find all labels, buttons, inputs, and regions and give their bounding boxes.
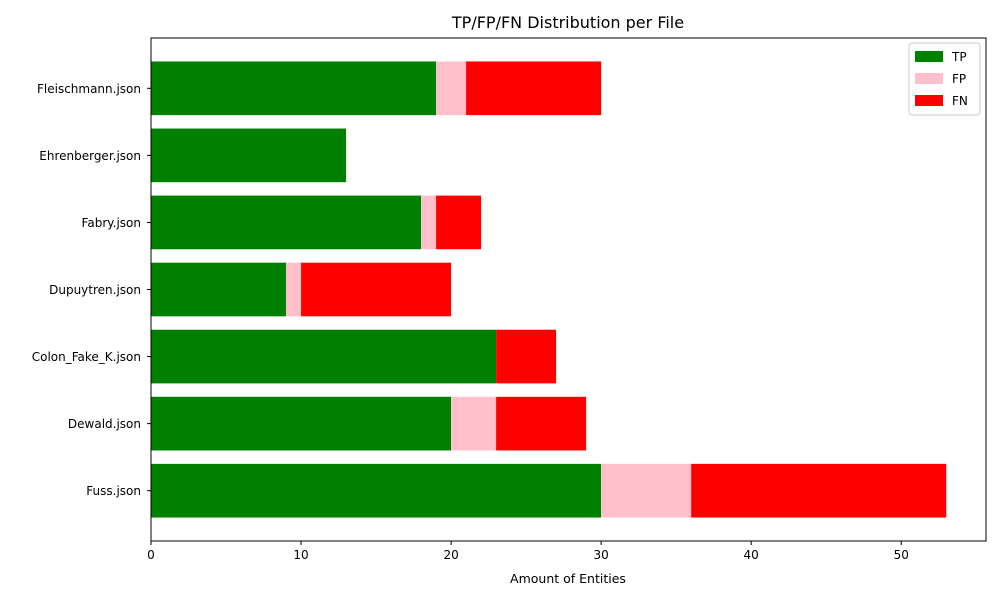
y-tick-label: Dupuytren.json [49, 283, 141, 297]
bar-tp-colon-fake-k-json [151, 329, 497, 384]
y-tick-label: Colon_Fake_K.json [32, 350, 141, 364]
bar-tp-ehrenberger-json [151, 128, 347, 183]
legend-label-tp: TP [951, 50, 967, 64]
legend-swatch-fn [915, 95, 943, 106]
bar-fn-fleischmann-json [466, 61, 602, 116]
bar-fp-dupuytren-json [286, 262, 302, 317]
bar-fp-fuss-json [601, 463, 692, 518]
bar-fp-dewald-json [451, 396, 497, 451]
y-tick-label: Fuss.json [86, 484, 141, 498]
bar-tp-dupuytren-json [151, 262, 287, 317]
bar-fp-fleischmann-json [436, 61, 467, 116]
bar-tp-fleischmann-json [151, 61, 437, 116]
x-tick-label: 30 [593, 548, 608, 562]
bar-tp-dewald-json [151, 396, 452, 451]
bar-fn-dewald-json [496, 396, 587, 451]
bars-group [151, 61, 947, 518]
y-tick-label: Dewald.json [68, 417, 141, 431]
bar-fn-fabry-json [436, 195, 482, 250]
bar-tp-fuss-json [151, 463, 602, 518]
x-axis-label: Amount of Entities [510, 571, 626, 586]
bar-fn-fuss-json [691, 463, 947, 518]
y-tick-label: Ehrenberger.json [39, 149, 141, 163]
x-tick-label: 20 [443, 548, 458, 562]
x-tick-label: 0 [147, 548, 155, 562]
legend-label-fn: FN [952, 94, 968, 108]
y-axis: Fuss.json Dewald.json Colon_Fake_K.json Dup… [32, 82, 151, 498]
x-tick-label: 50 [894, 548, 909, 562]
bar-fp-fabry-json [421, 195, 437, 250]
y-tick-label: Fleischmann.json [37, 82, 141, 96]
bar-fn-dupuytren-json [301, 262, 452, 317]
legend-swatch-tp [915, 51, 943, 62]
bar-fn-colon-fake-k-json [496, 329, 557, 384]
legend-label-fp: FP [952, 72, 966, 86]
y-tick-label: Fabry.json [82, 216, 141, 230]
chart-title: TP/FP/FN Distribution per File [451, 13, 684, 32]
legend-swatch-fp [915, 73, 943, 84]
bar-tp-fabry-json [151, 195, 422, 250]
x-tick-label: 10 [293, 548, 308, 562]
x-tick-label: 40 [744, 548, 759, 562]
x-axis: 0 10 20 30 40 50 [147, 541, 909, 562]
legend: TP FP FN [908, 42, 981, 116]
